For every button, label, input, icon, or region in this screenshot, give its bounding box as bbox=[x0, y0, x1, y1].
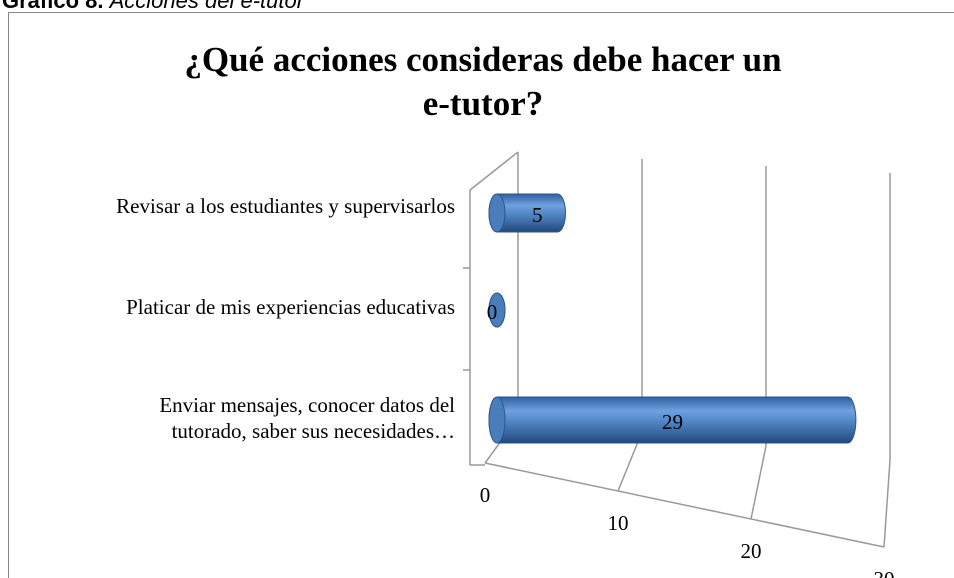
x-tick-label: 20 bbox=[741, 539, 762, 563]
x-tick-label: 0 bbox=[480, 483, 491, 507]
chart-border bbox=[8, 12, 954, 578]
axes-frame bbox=[463, 151, 519, 466]
y-tick-label: Enviar mensajes, conocer datos del tutor… bbox=[159, 393, 455, 443]
grid-line bbox=[750, 166, 767, 520]
data-label: 29 bbox=[662, 410, 683, 434]
caption-text: Acciones del e-tutor bbox=[109, 0, 305, 13]
caption: Gráfico 8. Acciones del e-tutor bbox=[2, 0, 304, 14]
data-label: 5 bbox=[532, 203, 543, 227]
y-tick-label: Revisar a los estudiantes y supervisarlo… bbox=[116, 194, 455, 218]
caption-number: Gráfico 8. bbox=[2, 0, 104, 13]
bar-cap bbox=[488, 292, 506, 328]
data-label: 0 bbox=[487, 300, 498, 324]
floor-edge bbox=[484, 462, 885, 548]
grid-line bbox=[883, 173, 891, 548]
y-tick-label: Platicar de mis experiencias educativas bbox=[126, 295, 455, 319]
bar-cap bbox=[488, 193, 506, 233]
chart-title: ¿Qué acciones consideras debe hacer un e… bbox=[184, 40, 782, 123]
x-tick-label: 10 bbox=[608, 511, 629, 535]
bar-cap bbox=[488, 396, 506, 444]
x-tick-label: 30 bbox=[874, 567, 895, 578]
